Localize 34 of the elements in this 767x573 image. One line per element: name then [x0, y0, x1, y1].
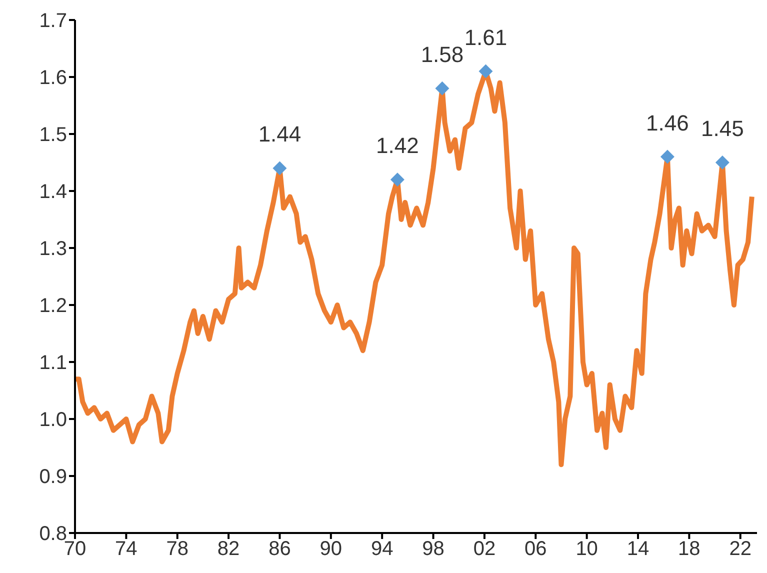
y-tick-label: 1.6 — [39, 67, 67, 90]
y-tick-label: 0.9 — [39, 466, 67, 488]
x-tick-label: 18 — [678, 538, 700, 560]
point — [435, 81, 450, 96]
y-tick-label: 1.3 — [39, 238, 67, 260]
x-tick-label: 98 — [422, 538, 444, 560]
x-tick-label: 74 — [115, 538, 138, 560]
x-tick-label: 14 — [626, 538, 650, 560]
x-tick-label: 78 — [166, 538, 188, 560]
x-tick-label: 06 — [524, 538, 547, 560]
x-tick-label: 86 — [268, 538, 291, 560]
point — [715, 156, 730, 170]
y-tick-label: 1.5 — [39, 124, 67, 146]
y-tick-label: 1.7 — [39, 10, 67, 32]
data-label: 1.44 — [258, 122, 302, 147]
data-label: 1.61 — [464, 24, 508, 50]
point — [272, 161, 287, 176]
x-tick-label: 90 — [320, 538, 342, 560]
x-tick-label: 94 — [370, 538, 394, 560]
data-label: 1.42 — [376, 133, 419, 158]
data-label: 1.46 — [646, 110, 689, 136]
point — [660, 150, 674, 164]
point — [478, 64, 493, 78]
x-tick-label: 10 — [576, 538, 598, 560]
y-tick-label: 1.2 — [39, 295, 67, 318]
y-tick-label: 1.4 — [39, 181, 67, 204]
x-tick-label: 02 — [473, 538, 496, 560]
x-tick-label: 82 — [217, 538, 240, 560]
point — [390, 172, 404, 187]
y-tick-label: 1.0 — [39, 409, 67, 432]
x-tick-label: 22 — [729, 538, 752, 560]
data-label: 1.45 — [701, 116, 744, 141]
y-tick-label: 1.1 — [39, 352, 67, 374]
data-label: 1.58 — [420, 42, 464, 67]
